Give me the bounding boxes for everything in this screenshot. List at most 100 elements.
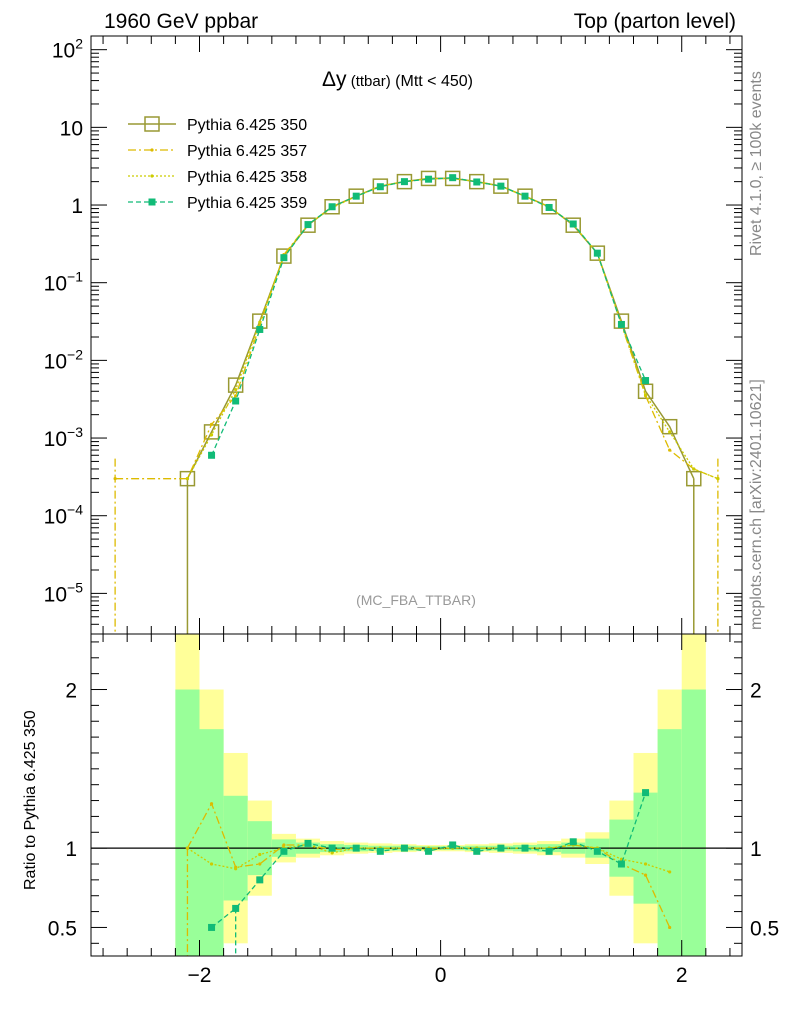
series-359-marker bbox=[642, 377, 650, 385]
ratio-series-357-marker bbox=[643, 873, 648, 877]
series-359-marker bbox=[208, 451, 216, 459]
ratio-band-green bbox=[199, 729, 224, 956]
y-tick-label-base: 10 bbox=[44, 350, 67, 373]
ratio-series-357-marker bbox=[668, 925, 672, 930]
y-tick-label-exp: −3 bbox=[67, 424, 83, 440]
plot-title: Δy (ttbar) (Mtt < 450) bbox=[322, 68, 473, 91]
ratio-y-tick-label-right: 1 bbox=[750, 838, 762, 861]
series-359-marker bbox=[593, 249, 601, 257]
series-358-marker bbox=[185, 477, 190, 481]
series-350-marker bbox=[589, 245, 606, 261]
series-357-marker bbox=[234, 394, 238, 398]
ratio-series-359-marker bbox=[642, 789, 650, 797]
ratio-series-358-marker bbox=[643, 862, 648, 866]
series-358-marker bbox=[716, 477, 720, 481]
ratio-series-359-marker bbox=[521, 844, 529, 852]
legend-label: Pythia 6.425 358 bbox=[187, 169, 307, 186]
y-tick-label-exp: −5 bbox=[67, 579, 83, 595]
ratio-y-tick-label: 0.5 bbox=[48, 917, 77, 940]
series-359-marker bbox=[376, 183, 384, 191]
y-tick-label-base: 10 bbox=[44, 583, 67, 606]
ratio-y-tick-label-right: 0.5 bbox=[750, 917, 779, 940]
series-350-marker bbox=[613, 313, 630, 329]
legend-label: Pythia 6.425 350 bbox=[187, 117, 307, 134]
x-tick-label: −2 bbox=[188, 964, 212, 987]
series-359-marker bbox=[569, 220, 577, 228]
series-359-marker bbox=[304, 221, 312, 229]
series-357-marker bbox=[668, 448, 672, 452]
legend-marker bbox=[148, 198, 156, 206]
legend-marker bbox=[150, 174, 154, 178]
y-tick-label-base: 10 bbox=[44, 506, 67, 529]
ratio-series-358-marker bbox=[330, 851, 334, 855]
series-350-marker bbox=[686, 470, 702, 487]
side-mcplots-label: mcplots.cern.ch [arXiv:2401.10621] bbox=[748, 379, 765, 630]
ratio-series-359-marker bbox=[617, 860, 625, 868]
ratio-ylabel: Ratio to Pythia 6.425 350 bbox=[22, 710, 39, 890]
series-350-marker bbox=[444, 170, 461, 187]
ratio-series-359-marker bbox=[400, 844, 408, 852]
series-358-marker bbox=[692, 467, 696, 471]
series-358-marker bbox=[668, 430, 672, 434]
ratio-series-359-marker bbox=[328, 844, 336, 852]
ratio-series-359-marker bbox=[425, 847, 433, 855]
series-350-marker bbox=[493, 178, 509, 194]
ratio-panel: 0.5 0.5 1 1 2 2 −2 0 2 bbox=[48, 633, 779, 987]
series-359-marker bbox=[497, 182, 505, 190]
series-350-marker bbox=[517, 188, 533, 204]
ratio-band-green bbox=[657, 729, 682, 956]
series-357-marker bbox=[113, 477, 117, 481]
series-359-marker bbox=[256, 325, 264, 333]
series-350-marker bbox=[227, 377, 244, 393]
ratio-series-359-marker bbox=[545, 847, 553, 855]
ratio-series-359-marker bbox=[593, 847, 601, 855]
y-tick-label: 10−1 bbox=[44, 269, 84, 296]
series-350-marker bbox=[324, 199, 340, 215]
ratio-series-359-marker bbox=[280, 847, 288, 855]
y-tick-label: 10−2 bbox=[44, 346, 84, 373]
ratio-series-359-marker bbox=[208, 923, 216, 931]
series-350-marker bbox=[661, 418, 678, 435]
series-359-marker bbox=[328, 203, 336, 211]
y-tick-label: 10−5 bbox=[44, 579, 84, 606]
y-tick-label-base: 10 bbox=[52, 40, 75, 63]
title-sub: (ttbar) bbox=[347, 73, 391, 90]
series-357-marker bbox=[209, 422, 214, 426]
series-350-marker bbox=[348, 188, 364, 204]
ratio-series-359-marker bbox=[569, 838, 577, 846]
series-358-marker bbox=[209, 433, 214, 437]
y-tick-label-base: 10 bbox=[44, 428, 67, 451]
ratio-y-tick-label: 2 bbox=[65, 680, 77, 703]
series-359-marker bbox=[280, 254, 288, 262]
series-358-marker bbox=[643, 393, 648, 397]
series-359-marker bbox=[521, 192, 529, 200]
legend-marker bbox=[150, 148, 154, 152]
ratio-series-358-marker bbox=[209, 862, 214, 866]
y-tick-label: 10−3 bbox=[44, 424, 84, 451]
ratio-series-358-marker bbox=[258, 852, 262, 857]
series-350-marker bbox=[469, 173, 485, 190]
header-left: 1960 GeV ppbar bbox=[104, 10, 258, 33]
legend-label: Pythia 6.425 359 bbox=[187, 195, 307, 212]
series-350-marker bbox=[565, 217, 581, 233]
series-358-marker bbox=[234, 388, 238, 392]
ratio-y-tick-label-right: 2 bbox=[750, 680, 762, 703]
legend-label: Pythia 6.425 357 bbox=[187, 143, 307, 160]
ratio-series-359-marker bbox=[497, 844, 505, 852]
ratio-y-tick-label: 1 bbox=[65, 838, 77, 861]
series-359-marker bbox=[617, 320, 625, 328]
ratio-series-358-marker bbox=[234, 867, 238, 871]
header-right: Top (parton level) bbox=[574, 10, 736, 33]
series-359-marker bbox=[352, 192, 360, 200]
legend: Pythia 6.425 350 Pythia 6.425 357 Pythia 6… bbox=[128, 116, 307, 212]
ratio-band-green bbox=[681, 689, 706, 956]
series-350-marker bbox=[276, 248, 292, 264]
main-x-axis bbox=[102, 36, 731, 634]
series-350-marker bbox=[637, 383, 654, 400]
ratio-series-357-marker bbox=[258, 862, 262, 866]
ratio-band-green bbox=[175, 689, 200, 956]
series-359-marker bbox=[400, 178, 408, 186]
